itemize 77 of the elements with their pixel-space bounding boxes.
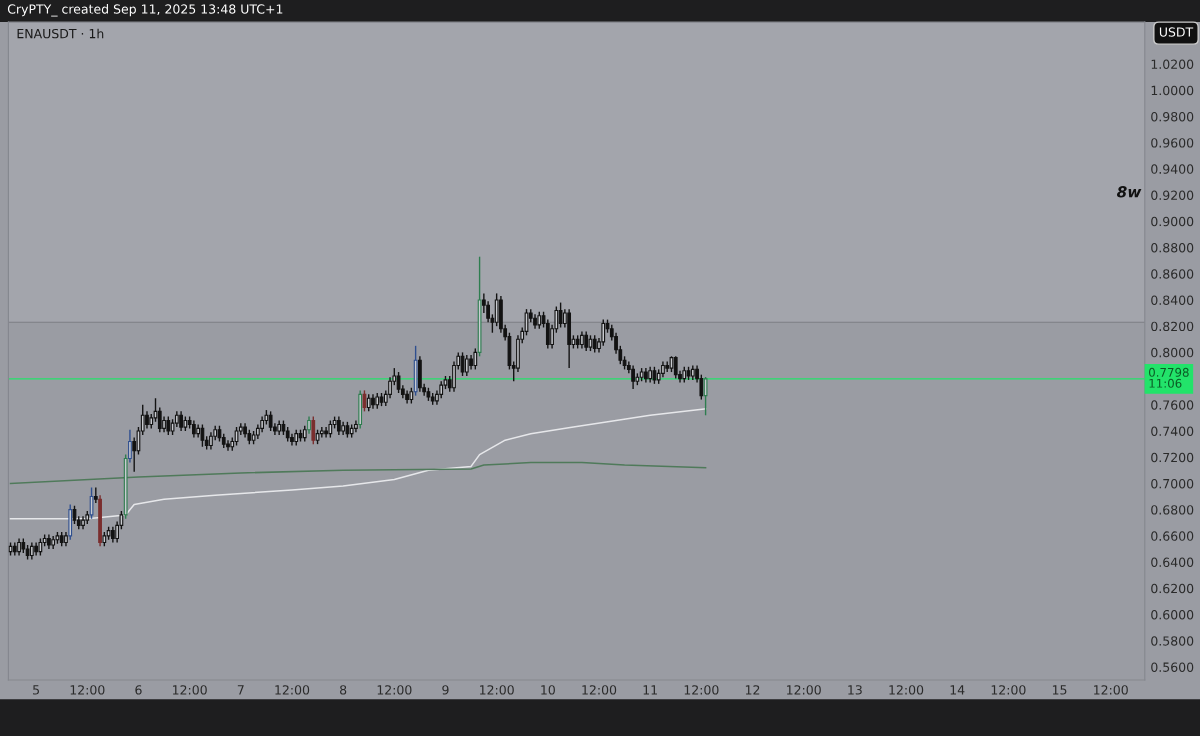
x-tick-label: 12:00 [480, 685, 514, 695]
candlestick [584, 330, 589, 352]
candlestick [89, 486, 94, 520]
x-tick-label: 12:00 [889, 685, 924, 695]
x-tick-label: 12:00 [684, 685, 719, 695]
candlestick [396, 371, 401, 394]
y-tick-label: 0.9600 [1151, 138, 1194, 148]
y-tick-label: 0.6800 [1151, 505, 1194, 515]
x-tick-label: 12:00 [70, 685, 105, 695]
x-tick-label: 7 [237, 685, 244, 695]
candlestick [494, 292, 499, 327]
candlestick [452, 360, 456, 393]
y-tick-label: 0.8000 [1151, 347, 1194, 358]
x-tick-label: 14 [950, 685, 965, 695]
candlestick [673, 355, 678, 380]
y-tick-label: 0.5600 [1151, 662, 1194, 672]
candlestick [388, 376, 392, 399]
candlestick [558, 301, 563, 329]
x-tick-label: 13 [848, 685, 862, 695]
y-tick-label: 0.7400 [1151, 426, 1194, 436]
x-tick-label: 12:00 [582, 685, 617, 695]
x-tick-label: 15 [1052, 685, 1067, 695]
candlestick [179, 410, 183, 432]
line-series [9, 461, 707, 485]
y-tick-label: 0.6600 [1151, 531, 1194, 541]
x-tick-label: 12:00 [991, 685, 1026, 695]
candlestick [166, 415, 171, 436]
x-tick-label: 12:00 [787, 685, 821, 695]
y-tick-label: 0.7000 [1151, 478, 1194, 489]
y-tick-label: 0.8600 [1151, 269, 1194, 279]
y-tick-label: 0.8200 [1151, 321, 1194, 332]
candlestick [157, 406, 162, 434]
candlestick [200, 423, 205, 448]
candlestick [362, 389, 367, 413]
y-tick-label: 0.6000 [1151, 610, 1194, 620]
candlestick [268, 410, 273, 432]
candlestick [460, 351, 465, 377]
x-tick-label: 9 [442, 685, 449, 695]
candlestick [324, 426, 328, 439]
y-axis-title: USDT [1159, 27, 1194, 37]
y-tick-label: 1.0200 [1151, 59, 1194, 69]
x-tick-label: 11 [643, 685, 657, 695]
candlestick [319, 426, 324, 439]
y-tick-label: 0.6400 [1151, 557, 1194, 568]
y-tick-label: 0.7200 [1151, 452, 1194, 463]
y-tick-label: 0.7600 [1151, 400, 1194, 410]
candlestick [631, 364, 635, 390]
candlestick [703, 376, 708, 416]
candlestick [545, 318, 550, 350]
x-tick-label: 6 [135, 685, 142, 695]
candlestick [234, 426, 239, 447]
candlestick [93, 486, 98, 504]
x-tick-label: 8 [340, 685, 347, 695]
y-tick-label: 0.6200 [1151, 583, 1194, 594]
x-tick-label: 12 [745, 685, 760, 695]
x-tick-label: 5 [33, 685, 39, 695]
x-tick-label: 10 [541, 685, 555, 695]
candlestick [226, 439, 230, 452]
y-tick-label: 0.8400 [1151, 295, 1194, 305]
y-tick-label: 0.9200 [1151, 190, 1194, 201]
y-tick-label: 0.9800 [1151, 111, 1194, 122]
x-tick-label: 12:00 [377, 685, 412, 695]
candlestick [311, 415, 316, 445]
y-tick-label: 0.9400 [1151, 164, 1194, 174]
x-tick-label: 12:00 [1094, 685, 1128, 695]
y-tick-label: 0.5800 [1151, 636, 1194, 646]
chart-title: ENAUSDT · 1h [17, 28, 104, 39]
candlestick [464, 354, 469, 377]
x-tick-label: 12:00 [275, 685, 310, 695]
x-tick-label: 12:00 [172, 685, 207, 695]
y-tick-label: 0.9000 [1151, 216, 1194, 227]
candlestick [336, 415, 341, 436]
ref-line-label: 0.7798 11:06 [1148, 367, 1189, 388]
y-tick-label: 1.0000 [1151, 85, 1194, 96]
y-tick-label: 0.8800 [1151, 243, 1194, 253]
text: CryPTY_ created Sep 11, 2025 13:48 UTC+1 [7, 4, 283, 17]
annotation: 8w [1116, 186, 1142, 198]
